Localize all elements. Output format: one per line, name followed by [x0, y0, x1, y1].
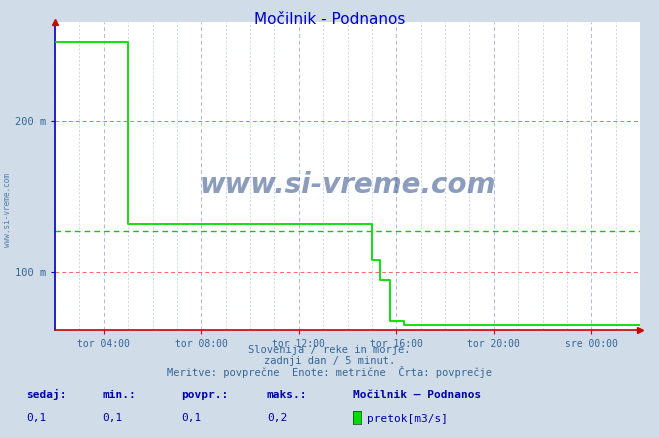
Text: maks.:: maks.: — [267, 390, 307, 400]
Text: Močilnik – Podnanos: Močilnik – Podnanos — [353, 390, 481, 400]
Text: 0,2: 0,2 — [267, 413, 287, 424]
Text: 0,1: 0,1 — [102, 413, 123, 424]
Text: povpr.:: povpr.: — [181, 390, 229, 400]
Text: Slovenija / reke in morje.: Slovenija / reke in morje. — [248, 345, 411, 355]
Text: Meritve: povprečne  Enote: metrične  Črta: povprečje: Meritve: povprečne Enote: metrične Črta:… — [167, 366, 492, 378]
Text: min.:: min.: — [102, 390, 136, 400]
Text: 0,1: 0,1 — [181, 413, 202, 424]
Text: sedaj:: sedaj: — [26, 389, 67, 400]
Text: zadnji dan / 5 minut.: zadnji dan / 5 minut. — [264, 357, 395, 367]
Text: www.si-vreme.com: www.si-vreme.com — [199, 171, 496, 199]
Text: pretok[m3/s]: pretok[m3/s] — [367, 414, 448, 424]
Text: www.si-vreme.com: www.si-vreme.com — [3, 173, 13, 247]
Text: 0,1: 0,1 — [26, 413, 47, 424]
Text: Močilnik - Podnanos: Močilnik - Podnanos — [254, 12, 405, 27]
